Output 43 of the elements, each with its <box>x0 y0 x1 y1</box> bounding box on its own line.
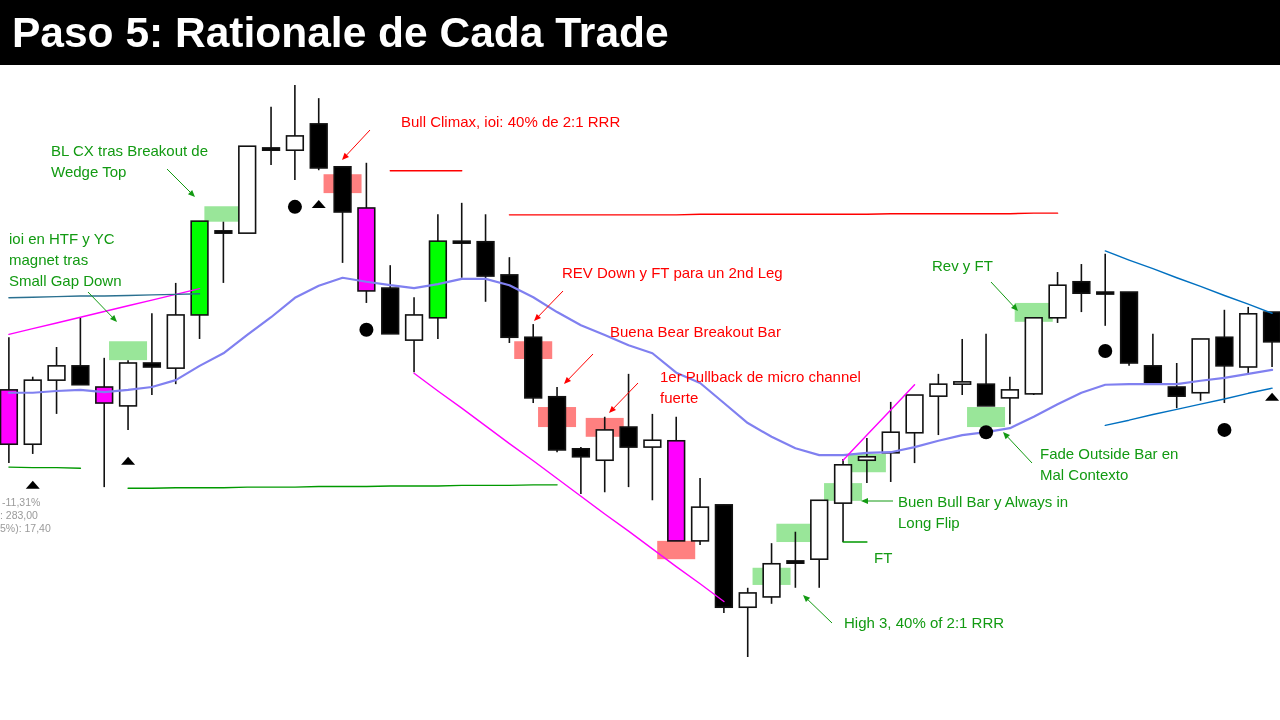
point <box>287 199 302 214</box>
annotation: -11,31% <box>2 496 41 510</box>
candlestick <box>71 317 90 386</box>
candlestick <box>857 437 877 484</box>
candlestick <box>738 586 757 657</box>
annotation: High 3, 40% of 2:1 RRR <box>844 612 1005 633</box>
candlestick <box>214 220 233 284</box>
annotation: 5%): 17,40 <box>0 522 51 536</box>
candlestick <box>619 373 638 488</box>
point <box>1098 343 1113 358</box>
candlestick <box>285 85 305 181</box>
candlestick <box>643 413 662 502</box>
annotation: Fade Outside Bar en Mal Contexto <box>1040 443 1179 485</box>
candlestick <box>261 105 281 166</box>
annotation: Buen Bull Bar y Always in Long Flip <box>898 491 1069 533</box>
annotation: Buena Bear Breakout Bar <box>610 321 781 342</box>
annotation: : 283,00 <box>0 509 38 523</box>
candlestick <box>881 401 900 483</box>
candlestick <box>1143 333 1163 385</box>
annotation: ioi en HTF y YC magnet tras Small Gap Down <box>9 228 122 291</box>
annotation: Bull Climax, ioi: 40% de 2:1 RRR <box>401 111 621 132</box>
annotation: Rev y FT <box>932 255 993 276</box>
candlestick <box>786 530 805 589</box>
candlestick <box>452 202 471 279</box>
candlestick <box>953 338 972 396</box>
point <box>359 322 374 337</box>
annotation: BL CX tras Breakout de Wedge Top <box>51 140 209 182</box>
point <box>1217 422 1232 437</box>
candlestick <box>1096 252 1115 327</box>
candlestick <box>976 333 996 407</box>
bar <box>657 540 696 560</box>
candlestick <box>47 346 66 415</box>
candlestick <box>142 312 162 396</box>
candlestick <box>1072 263 1091 313</box>
annotation: REV Down y FT para un 2nd Leg <box>562 262 783 283</box>
candlestick <box>929 373 948 436</box>
candlestick <box>1000 375 1020 425</box>
candlestick <box>1167 362 1186 409</box>
candlestick <box>571 446 591 495</box>
annotation: FT <box>874 547 893 568</box>
annotation: 1er Pullback de micro channel fuerte <box>660 366 861 408</box>
chart-title: Paso 5: Rationale de Cada Trade <box>12 8 669 58</box>
point <box>979 425 994 440</box>
